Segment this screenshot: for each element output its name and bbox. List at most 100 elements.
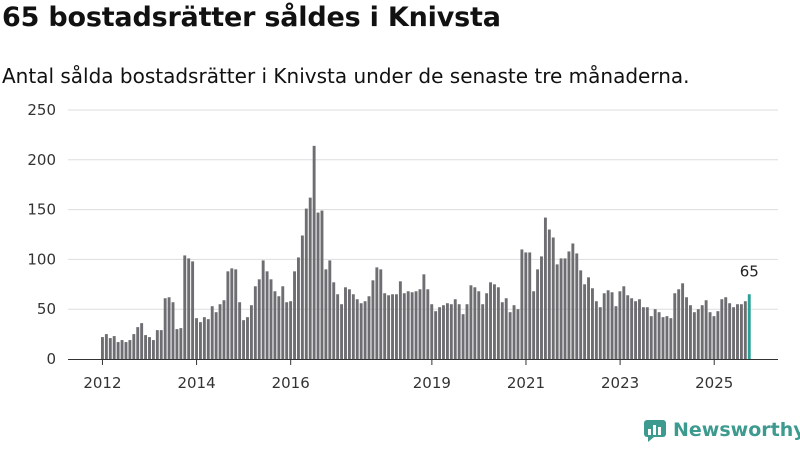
bar — [375, 267, 379, 359]
bar — [351, 294, 355, 359]
bar — [230, 268, 234, 359]
bar — [743, 301, 747, 359]
bar — [304, 208, 308, 359]
bar — [543, 217, 547, 359]
bar — [739, 304, 743, 359]
bar — [430, 304, 434, 359]
newsworthy-wordmark: Newsworthy — [673, 419, 800, 441]
bar — [732, 307, 736, 359]
bar — [395, 294, 398, 359]
bar — [618, 291, 622, 359]
bar — [179, 328, 183, 359]
bar — [445, 303, 449, 359]
bar — [202, 317, 206, 359]
bar — [587, 277, 590, 359]
bar — [708, 312, 712, 359]
bar — [151, 340, 155, 359]
bar — [457, 304, 461, 359]
bar — [634, 301, 638, 359]
bar — [669, 318, 673, 359]
bar — [700, 305, 704, 359]
bar — [594, 301, 598, 359]
bar — [406, 291, 410, 359]
bar — [622, 286, 626, 359]
bar — [246, 317, 249, 359]
bar — [571, 243, 575, 359]
bar — [610, 292, 614, 359]
bar — [606, 290, 610, 359]
bar — [657, 312, 661, 359]
bar — [653, 309, 657, 359]
bar — [214, 312, 218, 359]
bar — [685, 297, 688, 359]
bar — [591, 288, 594, 359]
bar — [665, 316, 669, 359]
bar — [108, 338, 112, 359]
bar — [583, 284, 587, 359]
bar — [242, 320, 246, 359]
bar — [426, 289, 430, 359]
bar — [461, 314, 465, 359]
bar — [320, 210, 324, 359]
bar — [555, 264, 559, 359]
bar — [257, 279, 261, 359]
bar — [528, 252, 532, 359]
bar — [355, 299, 359, 359]
bar — [336, 294, 340, 359]
bar — [516, 309, 520, 359]
bar — [387, 295, 391, 359]
bar — [148, 337, 151, 359]
bar — [438, 307, 442, 359]
bar — [155, 330, 159, 359]
bar — [418, 289, 422, 359]
bar — [159, 330, 163, 359]
bar — [324, 269, 328, 359]
bar — [340, 304, 344, 359]
bar — [124, 342, 128, 359]
bar — [410, 292, 414, 359]
bar — [630, 298, 634, 359]
bar — [575, 253, 579, 359]
bar — [347, 289, 351, 359]
bar — [195, 318, 198, 359]
bar — [677, 289, 681, 359]
bar — [681, 283, 685, 359]
x-tick-label: 2016 — [272, 374, 310, 392]
bar — [332, 282, 336, 359]
bar — [449, 304, 453, 359]
newsworthy-logo: Newsworthy — [643, 418, 800, 442]
bar — [508, 312, 512, 359]
bar — [398, 281, 402, 359]
bar — [645, 307, 649, 359]
x-tick-label: 2019 — [413, 374, 451, 392]
bar — [289, 301, 293, 359]
bar — [167, 297, 171, 359]
bar — [524, 252, 528, 359]
bar — [171, 302, 175, 359]
x-tick-label: 2021 — [507, 374, 545, 392]
y-tick-label: 50 — [37, 300, 56, 318]
bar — [316, 212, 320, 359]
bar — [249, 305, 253, 359]
bar — [536, 269, 540, 359]
newsworthy-icon — [644, 420, 666, 442]
bar — [112, 336, 116, 359]
bar — [512, 305, 516, 359]
bar — [442, 305, 445, 359]
bar — [175, 329, 179, 359]
bar-latest — [747, 294, 751, 359]
bar — [547, 229, 551, 359]
bar — [312, 145, 316, 359]
bar — [736, 304, 739, 359]
bar — [285, 302, 289, 359]
bar — [551, 237, 555, 359]
bar — [532, 291, 536, 359]
y-tick-label: 0 — [46, 350, 56, 368]
y-tick-label: 200 — [27, 151, 56, 169]
bar — [379, 269, 383, 359]
bar — [567, 251, 571, 359]
bar — [504, 298, 508, 359]
bar — [261, 260, 265, 359]
bar — [465, 304, 469, 359]
